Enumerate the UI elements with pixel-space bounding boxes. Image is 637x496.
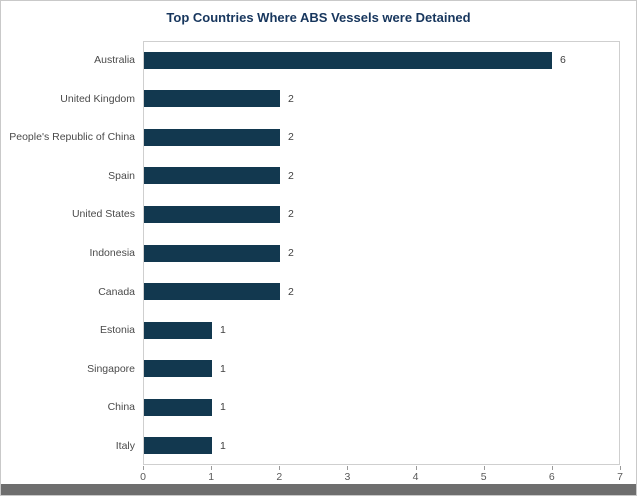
value-label: 1 bbox=[220, 439, 226, 452]
category-label: Estonia bbox=[99, 324, 135, 337]
category-label: China bbox=[107, 401, 135, 414]
x-tick bbox=[279, 466, 281, 470]
bar-row: Singapore 1 bbox=[7, 349, 620, 388]
bar-rows: Australia 6 United Kingdom 2 People's Republ… bbox=[7, 41, 620, 465]
bar-track: 1 bbox=[143, 349, 620, 388]
bar bbox=[144, 360, 212, 378]
value-label: 2 bbox=[288, 92, 294, 105]
bar-track: 2 bbox=[143, 118, 620, 157]
bar bbox=[144, 398, 212, 416]
bar-row: Spain 2 bbox=[7, 157, 620, 196]
bar bbox=[144, 283, 280, 301]
x-tick-label: 1 bbox=[208, 471, 215, 483]
category-label: People's Republic of China bbox=[9, 131, 135, 144]
value-label: 2 bbox=[288, 208, 294, 221]
x-tick bbox=[211, 466, 213, 470]
bar-track: 2 bbox=[143, 157, 620, 196]
x-tick bbox=[620, 466, 621, 470]
bar bbox=[144, 321, 212, 339]
category-label: United Kingdom bbox=[60, 92, 135, 105]
x-tick-label: 5 bbox=[480, 471, 487, 483]
plot-frame bbox=[143, 41, 620, 465]
bar-chart: Australia 6 United Kingdom 2 People's Republ… bbox=[7, 41, 620, 465]
bar-track: 6 bbox=[143, 41, 620, 80]
bar bbox=[144, 128, 280, 146]
bar-track: 1 bbox=[143, 311, 620, 350]
x-tick-label: 3 bbox=[344, 471, 351, 483]
bar bbox=[144, 90, 280, 108]
chart-title: Top Countries Where ABS Vessels were Det… bbox=[166, 10, 471, 25]
x-tick-label: 7 bbox=[617, 471, 623, 483]
x-tick bbox=[415, 466, 417, 470]
bar bbox=[144, 244, 280, 262]
value-label: 2 bbox=[288, 247, 294, 259]
bar-row: United Kingdom 2 bbox=[7, 80, 620, 119]
bar bbox=[144, 167, 280, 185]
category-label: Spain bbox=[108, 169, 135, 182]
value-label: 2 bbox=[288, 169, 294, 182]
bar-track: 1 bbox=[143, 388, 620, 427]
category-label: Italy bbox=[115, 439, 135, 452]
category-label: Singapore bbox=[87, 362, 135, 375]
x-tick-label: 0 bbox=[140, 471, 146, 483]
bar-row: Australia 6 bbox=[7, 41, 620, 80]
value-label: 1 bbox=[220, 362, 226, 375]
value-label: 2 bbox=[288, 285, 294, 298]
bar-track: 2 bbox=[143, 80, 620, 119]
bar bbox=[144, 437, 212, 455]
category-label: Canada bbox=[98, 285, 135, 298]
bar-track: 2 bbox=[143, 234, 620, 273]
bar-track: 2 bbox=[143, 272, 620, 311]
x-tick bbox=[483, 466, 485, 470]
value-label: 2 bbox=[288, 131, 294, 144]
category-label: Australia bbox=[94, 54, 135, 67]
category-label: United States bbox=[71, 208, 135, 221]
category-label: Indonesia bbox=[89, 247, 135, 259]
bar-track: 2 bbox=[143, 195, 620, 234]
bar-row: China 1 bbox=[7, 388, 620, 427]
value-label: 6 bbox=[560, 54, 566, 67]
bar-row: Estonia 1 bbox=[7, 311, 620, 350]
bar-track: 1 bbox=[143, 426, 620, 465]
bar-row: Italy 1 bbox=[7, 426, 620, 465]
x-tick bbox=[347, 466, 349, 470]
bar-row: People's Republic of China 2 bbox=[7, 118, 620, 157]
x-tick-label: 2 bbox=[276, 471, 283, 483]
x-tick bbox=[143, 466, 144, 470]
x-tick-label: 4 bbox=[412, 471, 419, 483]
bar-row: Canada 2 bbox=[7, 272, 620, 311]
x-axis: 0 1 2 3 4 5 6 7 bbox=[140, 466, 623, 484]
bar-row: Indonesia 2 bbox=[7, 234, 620, 273]
bar bbox=[144, 205, 280, 223]
bar bbox=[144, 51, 552, 69]
x-tick-label: 6 bbox=[548, 471, 555, 483]
bottom-edge-bar bbox=[1, 484, 636, 495]
bar-row: United States 2 bbox=[7, 195, 620, 234]
x-tick bbox=[551, 466, 553, 470]
value-label: 1 bbox=[220, 324, 226, 337]
value-label: 1 bbox=[220, 401, 226, 414]
